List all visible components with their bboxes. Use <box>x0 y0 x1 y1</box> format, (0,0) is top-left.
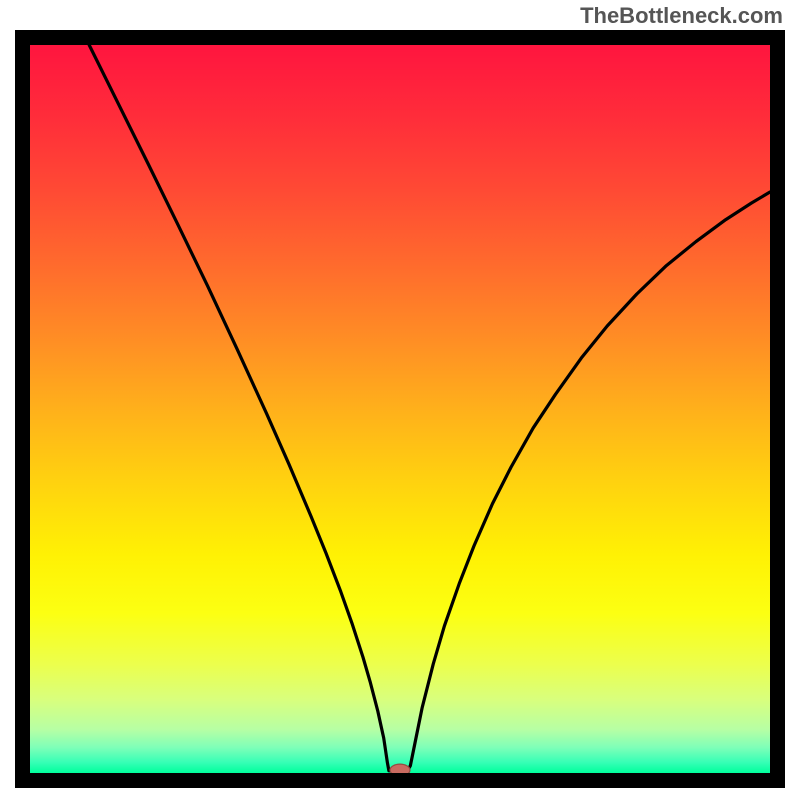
chart-stage: TheBottleneck.com <box>0 0 800 800</box>
attribution-label: TheBottleneck.com <box>580 3 783 29</box>
plot-border-bottom <box>15 773 785 788</box>
plot-border-right <box>770 30 785 788</box>
bottleneck-curve <box>89 45 770 771</box>
plot-border-left <box>15 30 30 788</box>
plot-svg <box>0 0 800 800</box>
plot-border-top <box>15 30 785 45</box>
